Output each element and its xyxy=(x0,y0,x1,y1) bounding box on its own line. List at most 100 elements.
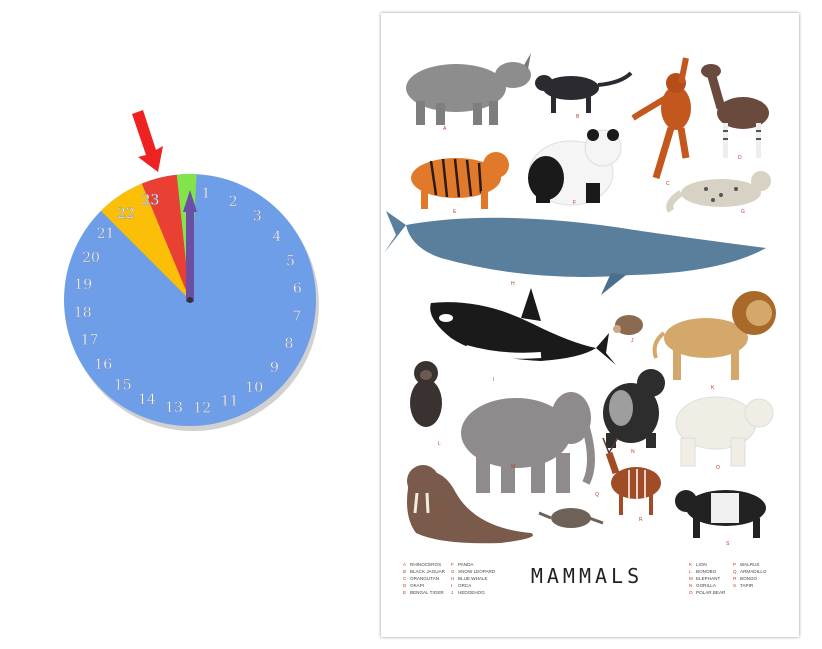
gorilla-illustration xyxy=(603,369,665,448)
hour-label: 4 xyxy=(272,229,281,245)
hour-label: 23 xyxy=(141,193,159,209)
hour-label: 20 xyxy=(82,250,100,266)
animal-letter: P xyxy=(438,510,442,516)
animal-letter: C xyxy=(666,181,670,187)
legend-entry: HEDGEHOG xyxy=(458,590,485,595)
hour-label: 12 xyxy=(193,400,211,416)
animal-letter: L xyxy=(438,441,441,447)
legend-letter: R xyxy=(733,576,737,581)
legend-entry: OKAPI xyxy=(410,583,424,588)
bongo-illustration xyxy=(602,437,661,515)
hand-tip xyxy=(183,190,197,212)
animal-letter: R xyxy=(639,517,643,523)
legend-letter: C xyxy=(403,576,407,581)
animal-letter: N xyxy=(631,449,635,455)
legend-entry: WALRUS xyxy=(740,562,759,567)
legend-letter: Q xyxy=(733,569,737,574)
legend-entry: ARMADILLO xyxy=(740,569,767,574)
animal-letter: H xyxy=(511,281,515,287)
hour-label: 11 xyxy=(221,394,239,410)
legend-letter: K xyxy=(689,562,693,567)
hour-label: 3 xyxy=(253,209,262,225)
hour-label: 6 xyxy=(293,281,302,297)
animal-letter: J xyxy=(631,338,634,344)
hour-label: 8 xyxy=(285,336,294,352)
legend-entry: GORILLA xyxy=(696,583,717,588)
legend-entry: TAPIR xyxy=(740,583,754,588)
tapir-illustration xyxy=(675,490,766,538)
black-jaguar-illustration xyxy=(535,71,633,113)
arrow-shape xyxy=(132,110,163,172)
hour-label: 9 xyxy=(270,360,279,376)
poster-title: MAMMALS xyxy=(531,564,643,588)
hand-pivot xyxy=(187,297,193,303)
legend-entry: LION xyxy=(696,562,707,567)
animal-letter: S xyxy=(726,541,730,547)
hour-label: 1 xyxy=(202,186,211,202)
rhinoceros-illustration xyxy=(406,53,531,125)
orangutan-illustration xyxy=(631,57,691,180)
hour-label: 15 xyxy=(114,378,132,394)
legend-entry: BONGO xyxy=(740,576,758,581)
legend-entry: BLUE WHALE xyxy=(458,576,488,581)
hour-label: 19 xyxy=(74,277,92,293)
hand-shaft xyxy=(186,204,194,302)
legend-entry: POLAR BEAR xyxy=(696,590,726,595)
animal-letter: G xyxy=(741,209,745,215)
hour-label: 5 xyxy=(286,253,295,269)
hour-label: 21 xyxy=(97,226,115,242)
legend-letter: B xyxy=(403,569,406,574)
red-arrow-icon xyxy=(132,110,163,172)
armadillo-illustration xyxy=(538,508,604,528)
legend-entry: RHINOCEROS xyxy=(410,562,441,567)
animal-letter: D xyxy=(738,155,742,161)
bengal-tiger-illustration xyxy=(411,152,509,209)
legend-letter: M xyxy=(689,576,693,581)
hour-label: 13 xyxy=(165,400,183,416)
wedge-red xyxy=(141,174,190,300)
hour-label: 10 xyxy=(245,380,263,396)
legend-letter: N xyxy=(689,583,692,588)
legend-letter: P xyxy=(733,562,736,567)
animal-letter: F xyxy=(573,200,576,206)
legend-letter: L xyxy=(689,569,692,574)
legend-letter: O xyxy=(689,590,693,595)
legend-entry: ORANGUTAN xyxy=(410,576,439,581)
elephant-illustration xyxy=(461,392,595,493)
animal-letter: O xyxy=(716,465,720,471)
panda-illustration xyxy=(528,129,622,206)
hour-label: 7 xyxy=(292,309,301,325)
legend-entry: ELEPHANT xyxy=(696,576,720,581)
hedgehog-illustration xyxy=(613,315,643,335)
legend-entry: PANDA xyxy=(458,562,474,567)
legend-letter: F xyxy=(451,562,454,567)
animal-letter: Q xyxy=(595,492,599,498)
hour-label: 16 xyxy=(94,357,112,373)
legend-entry: ORCA xyxy=(458,583,472,588)
legend-letter: E xyxy=(403,590,406,595)
walrus-illustration xyxy=(407,465,533,544)
polar-bear-illustration xyxy=(675,396,774,467)
hour-label: 14 xyxy=(138,392,156,408)
legend-letter: A xyxy=(403,562,407,567)
animal-letter: E xyxy=(453,209,457,215)
animal-letter: B xyxy=(576,114,580,120)
legend-entry: BLACK JAGUAR xyxy=(410,569,446,574)
hour-label: 17 xyxy=(81,333,99,349)
legend-letter: H xyxy=(451,576,454,581)
hour-label: 2 xyxy=(229,194,238,210)
legend-letter: J xyxy=(451,590,453,595)
lion-illustration xyxy=(652,291,776,380)
legend-letter: S xyxy=(733,583,736,588)
orca-illustration xyxy=(430,288,616,365)
blue-whale-illustration xyxy=(384,211,766,295)
animal-letter-labels: A B C D E F G H I J K L M N O P Q R S xyxy=(438,114,745,547)
clock-graphic: 1 2 3 4 5 6 7 8 9 10 11 12 13 14 15 16 17 18 19 20 21 22 23 xyxy=(40,100,360,450)
legend-entry: SNOW LEOPARD xyxy=(458,569,496,574)
hour-label: 18 xyxy=(74,305,92,321)
animal-letter: A xyxy=(443,126,447,132)
snow-leopard-illustration xyxy=(666,171,771,213)
